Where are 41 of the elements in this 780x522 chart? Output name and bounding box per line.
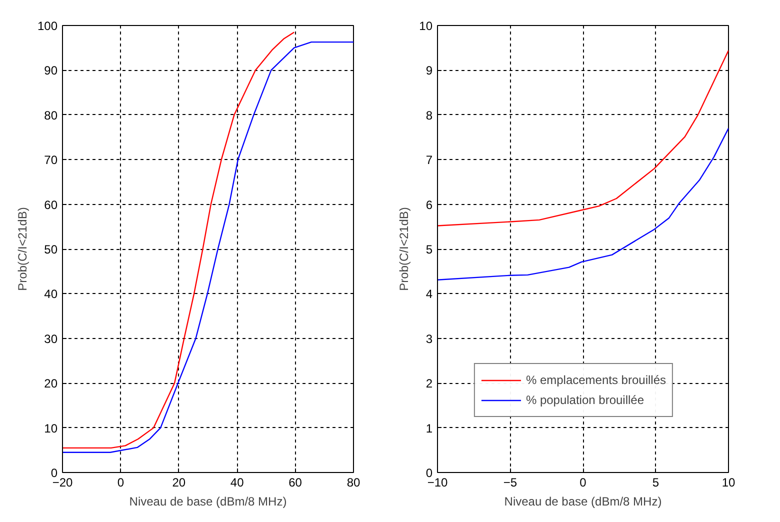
x-tick-label: 40 [230, 476, 244, 490]
line-series [438, 50, 728, 226]
line-series [438, 128, 728, 280]
x-tick-label: 10 [722, 476, 736, 490]
y-tick-label: 70 [44, 153, 58, 168]
y-tick-label: 50 [44, 242, 58, 256]
y-tick-label: 1 [426, 421, 433, 436]
x-tick-label: 20 [172, 476, 186, 490]
x-tick-label: 5 [652, 476, 660, 490]
x-axis-title: Niveau de base (dBm/8 MHz) [129, 494, 287, 508]
y-tick-label: 7 [426, 153, 433, 168]
y-tick-label: 100 [37, 19, 58, 33]
y-tick-label: 3 [426, 332, 433, 346]
y-axis-title: Prob(C/I<21dB) [15, 207, 30, 291]
legend-label: % emplacements brouillés [526, 373, 666, 387]
y-tick-label: 60 [44, 198, 58, 212]
y-tick-label: 2 [426, 376, 433, 391]
y-tick-label: 5 [426, 242, 433, 256]
y-tick-label: 20 [44, 376, 58, 391]
x-tick-label: 80 [346, 476, 360, 490]
legend-label: % population brouillée [526, 393, 644, 407]
line-series [62, 32, 295, 449]
y-tick-label: 90 [44, 64, 58, 78]
y-axis-title: Prob(C/I<21dB) [397, 207, 412, 291]
y-tick-label: 30 [44, 332, 58, 346]
x-tick-label: 60 [288, 476, 302, 490]
y-tick-label: 0 [426, 466, 433, 480]
y-tick-label: 9 [426, 64, 433, 78]
y-tick-label: 4 [426, 287, 433, 302]
y-tick-label: 0 [50, 466, 58, 480]
y-tick-label: 10 [419, 19, 433, 33]
x-tick-label: 0 [117, 476, 124, 490]
x-axis-title: Niveau de base (dBm/8 MHz) [504, 494, 662, 508]
x-tick-label: 0 [580, 476, 587, 490]
y-tick-label: 80 [44, 108, 58, 122]
y-tick-label: 10 [44, 421, 58, 436]
line-series [62, 41, 354, 453]
y-tick-label: 8 [426, 108, 433, 122]
x-tick-label: −5 [503, 476, 518, 490]
y-tick-label: 6 [426, 198, 433, 212]
y-tick-label: 40 [44, 287, 58, 302]
